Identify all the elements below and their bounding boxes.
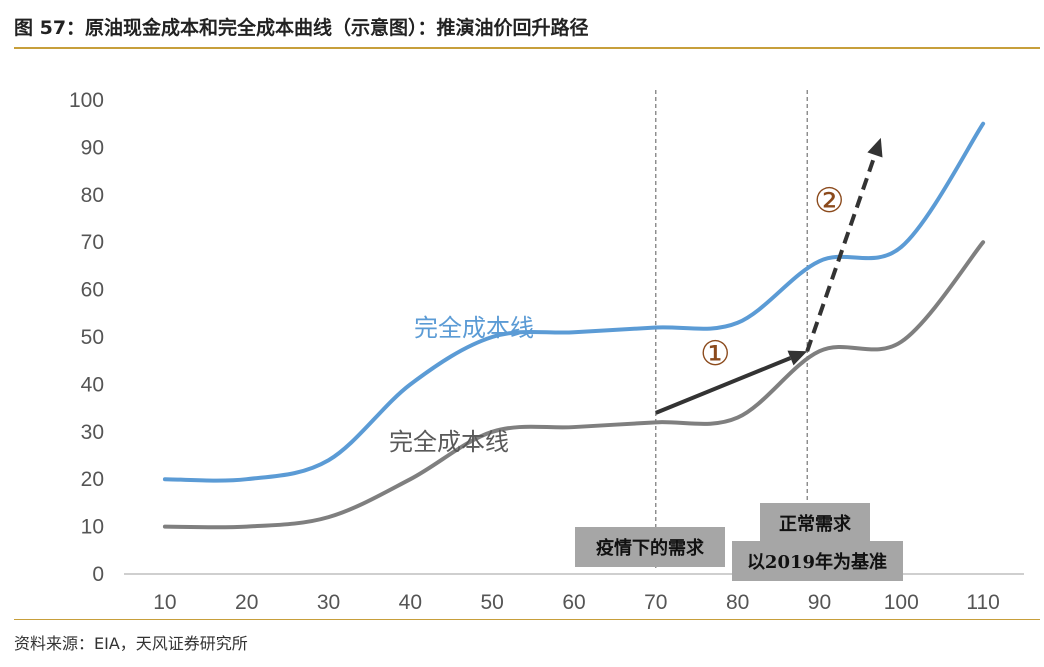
demand-box-covid-label: 疫情下的需求 <box>596 537 705 559</box>
series-lines <box>162 121 986 530</box>
demand-box-covid: 疫情下的需求 <box>575 527 725 567</box>
bottom-rule <box>14 619 1040 620</box>
y-tick-label: 80 <box>81 184 104 207</box>
y-tick-label: 90 <box>81 136 104 159</box>
y-tick-label: 60 <box>81 279 104 302</box>
y-tick-label: 50 <box>81 326 104 349</box>
x-tick-label: 100 <box>884 591 919 614</box>
x-axis-ticks: 10 20 30 40 50 60 70 80 90 100 110 <box>153 591 1000 614</box>
figure-title: 图 57：原油现金成本和完全成本曲线（示意图）：推演油价回升路径 <box>14 17 589 39</box>
demand-box-normal-bg-2 <box>732 541 903 581</box>
demand-box-normal-line2: 以2019年为基准 <box>747 551 887 573</box>
y-tick-label: 20 <box>81 468 104 491</box>
x-tick-label: 80 <box>726 591 749 614</box>
marker-circle-1: ① <box>700 334 730 374</box>
marker-circle-2: ② <box>814 181 844 221</box>
arrow-2-head <box>867 137 883 158</box>
x-tick-label: 60 <box>562 591 585 614</box>
x-tick-label: 70 <box>644 591 667 614</box>
y-tick-label: 10 <box>81 516 104 539</box>
y-tick-label: 100 <box>69 89 104 112</box>
x-tick-label: 20 <box>235 591 258 614</box>
y-tick-label: 0 <box>92 563 104 586</box>
y-tick-label: 30 <box>81 421 104 444</box>
x-tick-label: 90 <box>808 591 831 614</box>
arrows <box>655 137 883 415</box>
demand-box-normal-line1: 正常需求 <box>779 513 852 535</box>
x-tick-label: 10 <box>153 591 176 614</box>
demand-box-normal-bg-1 <box>760 503 870 543</box>
series-label-full-cost: 完全成本线 <box>414 314 534 342</box>
arrow-2-shaft <box>805 154 877 352</box>
x-tick-label: 110 <box>966 591 999 614</box>
series-label-cash-cost: 完全成本线 <box>389 428 509 456</box>
arrow-1-shaft <box>655 356 792 415</box>
top-rule <box>14 47 1040 49</box>
series-line-full-cost <box>162 121 986 483</box>
y-tick-label: 70 <box>81 231 104 254</box>
demand-box-covid-bg <box>575 527 725 567</box>
arrow-1-head <box>787 350 808 366</box>
series-line-cash-cost <box>162 240 986 530</box>
demand-box-normal: 正常需求 以2019年为基准 <box>732 503 903 581</box>
source-note: 资料来源：EIA，天风证券研究所 <box>14 634 248 653</box>
x-tick-label: 50 <box>481 591 504 614</box>
y-tick-label: 40 <box>81 373 104 396</box>
x-tick-label: 30 <box>317 591 340 614</box>
x-tick-label: 40 <box>399 591 422 614</box>
y-axis-ticks: 0 10 20 30 40 50 60 70 80 90 100 <box>69 89 104 586</box>
